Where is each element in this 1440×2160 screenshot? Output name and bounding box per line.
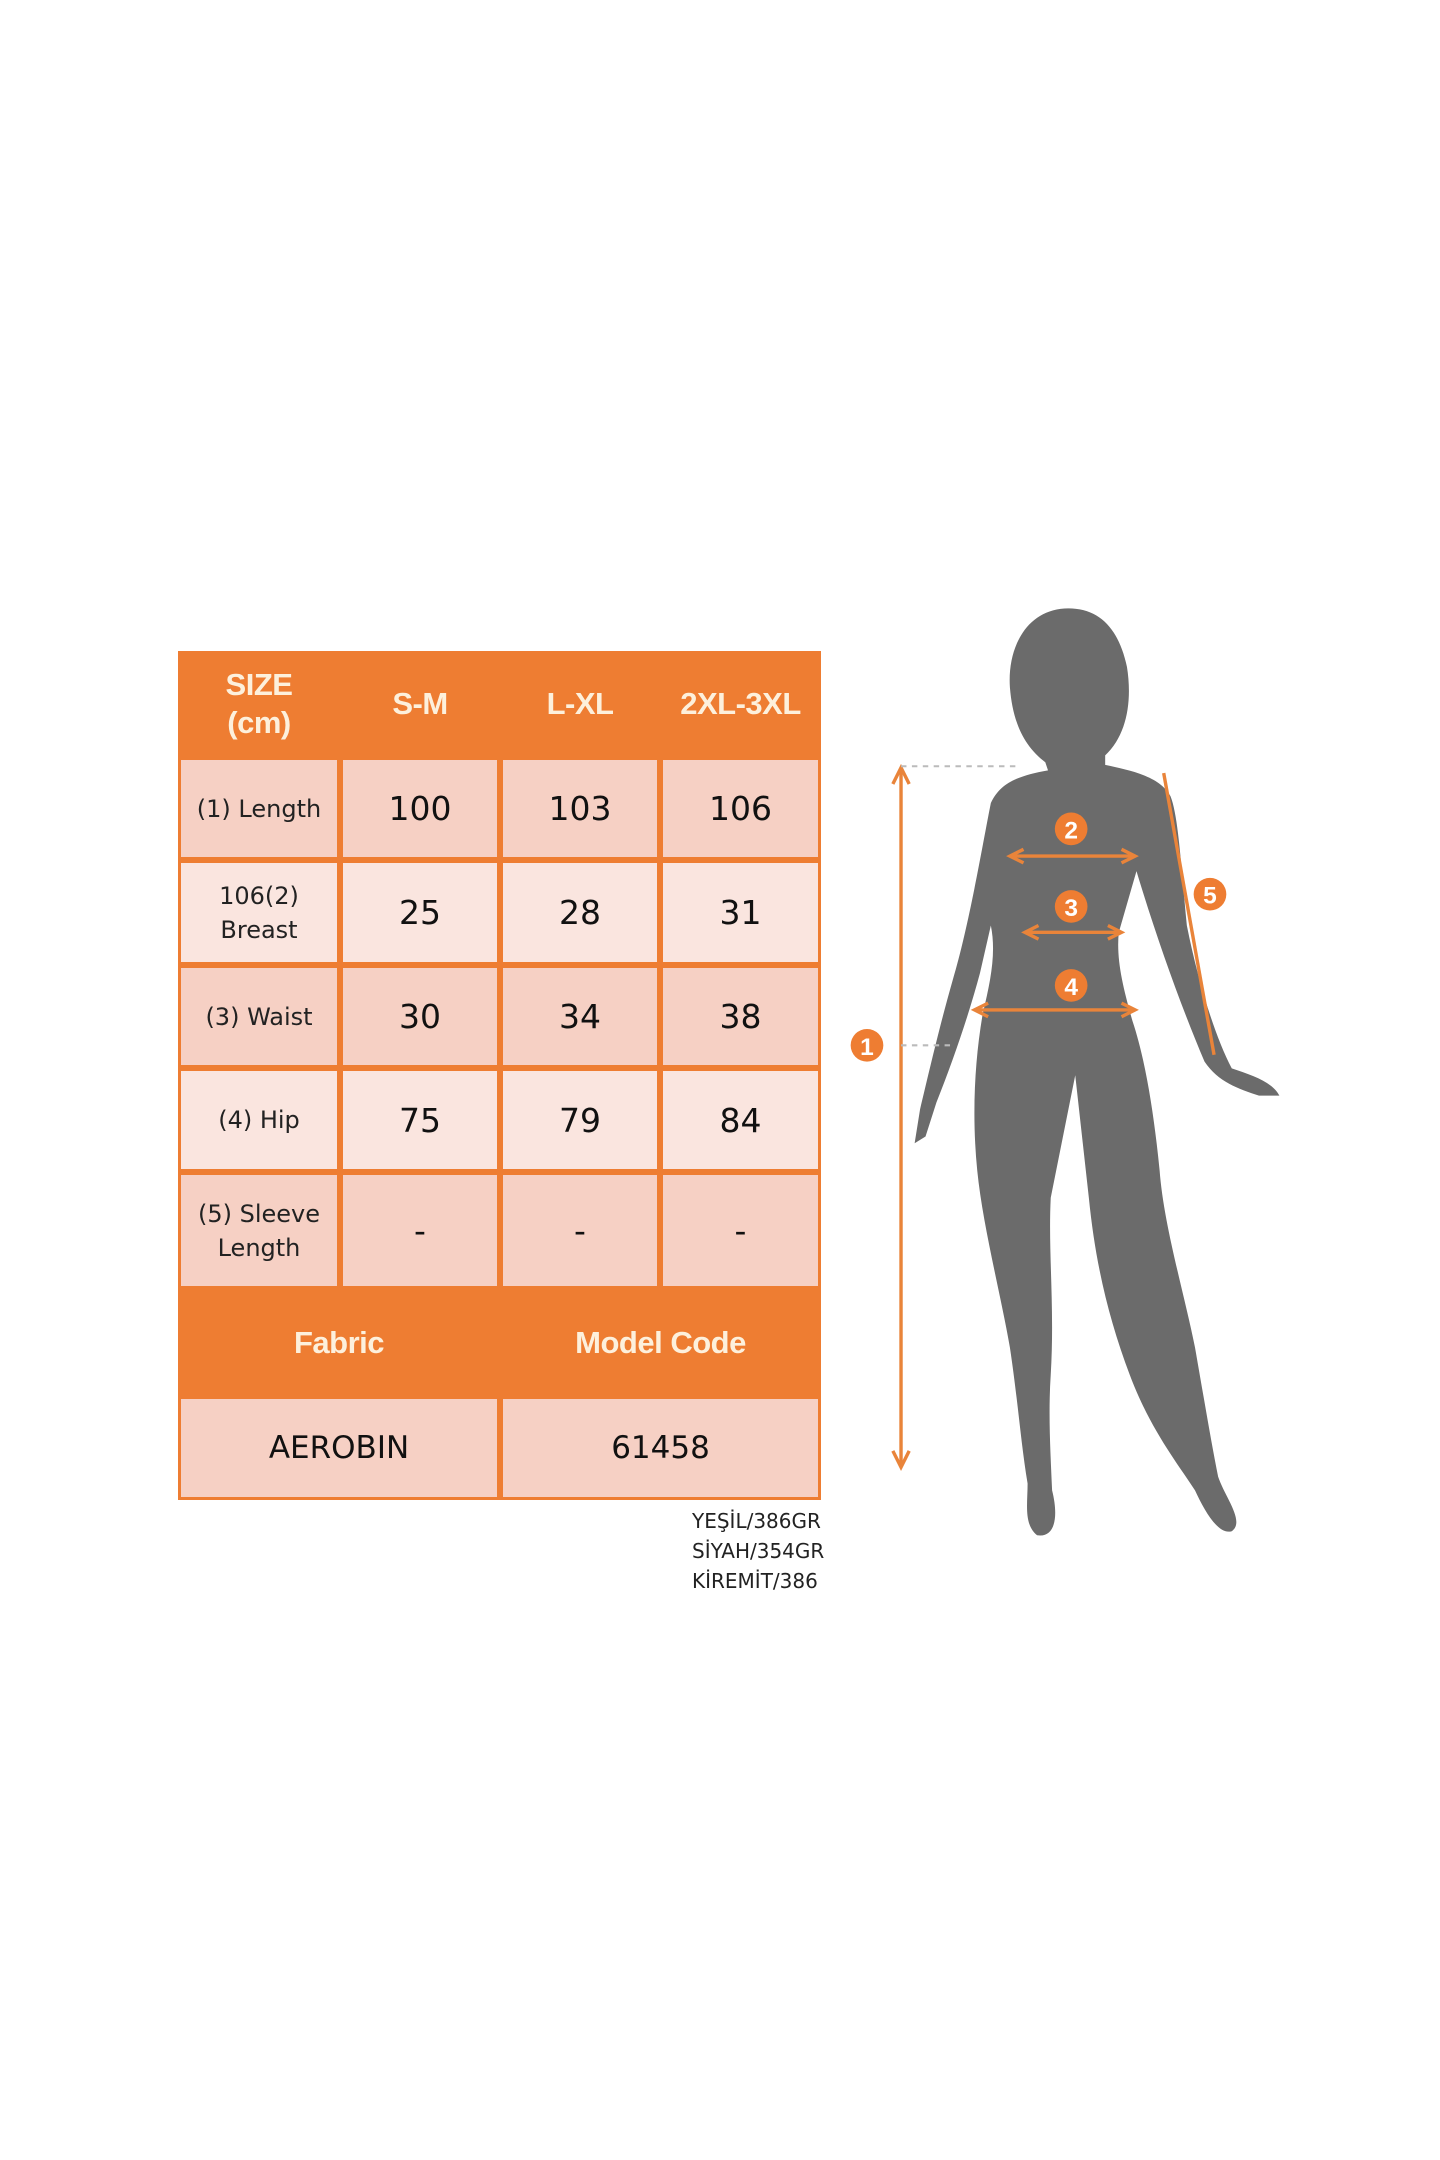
row-label-text: (4) Hip — [218, 1106, 300, 1134]
size-value-cell: 30 — [343, 968, 497, 1065]
marker-4: 4 — [1054, 969, 1088, 1002]
marker-label: 1 — [860, 1034, 874, 1061]
size-value-cell: 75 — [343, 1071, 497, 1169]
header-s-m: S-M — [392, 686, 448, 721]
marker-2: 2 — [1054, 812, 1088, 846]
size-value-cell: - — [503, 1175, 657, 1286]
size-value-cell: 103 — [503, 760, 657, 857]
fabric-value: AEROBIN — [181, 1399, 497, 1497]
row-label-text: (1) Length — [196, 794, 322, 823]
measurement-markers: 1 2 3 4 5 — [850, 812, 1227, 1062]
row-label: (4) Hip — [181, 1071, 337, 1169]
size-value-cell: 79 — [503, 1071, 657, 1169]
note-line: KİREMİT/386 — [692, 1569, 818, 1593]
row-label: 106(2) Breast — [181, 863, 337, 962]
marker-5: 5 — [1193, 877, 1227, 911]
header-unit: (cm) — [227, 705, 291, 740]
size-value-cell: - — [663, 1175, 818, 1286]
marker-label: 2 — [1064, 817, 1078, 844]
fabric-header: Fabric — [293, 1324, 385, 1360]
size-value-cell: 31 — [663, 863, 818, 962]
size-value-cell: 28 — [503, 863, 657, 962]
sleeve-arrow — [1162, 772, 1216, 1056]
size-value-cell: 106 — [663, 760, 818, 857]
size-value-cell: 84 — [663, 1071, 818, 1169]
header-l-xl: L-XL — [546, 686, 614, 721]
marker-1: 1 — [850, 1028, 884, 1062]
marker-label: 4 — [1064, 974, 1078, 1001]
size-value-cell: 100 — [343, 760, 497, 857]
marker-label: 5 — [1203, 883, 1217, 910]
size-value-cell: 38 — [663, 968, 818, 1065]
header-size-cm: SIZE (cm) — [178, 651, 340, 757]
size-value-cell: 34 — [503, 968, 657, 1065]
marker-3: 3 — [1054, 890, 1088, 923]
size-chart-table: SIZE (cm) S-M L-XL 2XL-3XL (1) Length 100… — [178, 651, 821, 1500]
color-weight-notes: YEŞİL/386GR SİYAH/354GR KİREMİT/386 — [692, 1506, 824, 1596]
female-silhouette — [914, 608, 1280, 1536]
header-2xl-3xl: 2XL-3XL — [680, 686, 801, 721]
row-label: (1) Length — [181, 760, 337, 857]
model-code-header: Model Code — [575, 1324, 746, 1360]
row-label-text: (5) Sleeve — [197, 1199, 321, 1228]
note-line: SİYAH/354GR — [692, 1539, 825, 1563]
row-label-text: Length — [217, 1233, 301, 1262]
size-value-cell: 25 — [343, 863, 497, 962]
row-label: (3) Waist — [181, 968, 337, 1065]
model-code-value: 61458 — [503, 1399, 818, 1497]
row-label: (5) Sleeve Length — [181, 1175, 337, 1286]
size-value-cell: - — [343, 1175, 497, 1286]
header-size: SIZE — [225, 667, 293, 702]
marker-label: 3 — [1064, 895, 1078, 922]
note-line: YEŞİL/386GR — [692, 1509, 821, 1533]
row-label-text: Breast — [220, 915, 298, 944]
row-label-text: 106(2) — [219, 881, 299, 910]
row-label-text: (3) Waist — [205, 1002, 313, 1031]
